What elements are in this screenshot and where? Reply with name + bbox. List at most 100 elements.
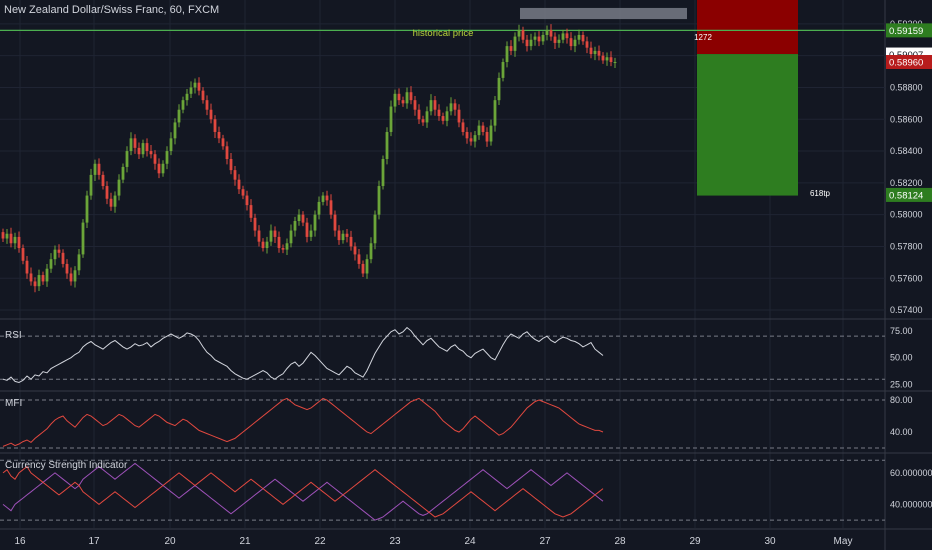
candle-body (309, 230, 313, 237)
candle-body (241, 189, 245, 196)
candle-body (181, 100, 185, 110)
candle-body (169, 138, 173, 152)
candle-body (493, 100, 497, 126)
candle-body (293, 221, 297, 231)
candle-body (157, 163, 161, 174)
candle-body (525, 39, 529, 47)
candle-body (13, 236, 17, 244)
y-tick-label: 0.58800 (890, 82, 923, 92)
candle-body (85, 195, 89, 223)
candle-body (1, 232, 5, 239)
candle-body (345, 233, 349, 237)
candle-body (49, 259, 53, 269)
candle-body (89, 174, 93, 196)
candle-body (537, 36, 541, 42)
candle-body (353, 246, 357, 255)
candle-body (517, 30, 521, 37)
candle-body (261, 241, 265, 249)
annotation-1272: 1272 (694, 33, 712, 42)
candle-body (553, 36, 557, 43)
candle-body (149, 151, 153, 155)
price-tag-resistance-bg (886, 23, 932, 38)
candle-body (405, 92, 409, 104)
candle-body (505, 46, 509, 63)
mfi-y-tick-label: 80.00 (890, 395, 913, 405)
candle-body (197, 82, 201, 91)
candle-body (453, 103, 457, 110)
rsi-series-rsi (2, 326, 604, 384)
candle-body (329, 200, 333, 215)
candle-body (25, 260, 29, 274)
candle-body (101, 174, 105, 187)
x-tick-label: 29 (689, 536, 701, 547)
candle-body (225, 146, 229, 159)
candle-body (593, 50, 597, 55)
mfi-y-tick-label: 40.00 (890, 427, 913, 437)
historical-price-zone (520, 7, 687, 20)
candle-body (349, 236, 353, 247)
candle-body (477, 125, 481, 136)
candle-body (129, 138, 133, 152)
candle-body (301, 214, 305, 223)
candle-body (233, 170, 237, 180)
candle-body (585, 41, 589, 48)
candle-body (113, 195, 117, 207)
candle-body (541, 34, 545, 42)
candle-body (69, 273, 73, 282)
candle-body (137, 147, 141, 155)
candle-body (597, 50, 601, 56)
candle-body (29, 273, 33, 282)
candle-body (221, 138, 225, 147)
y-tick-label: 0.57400 (890, 305, 923, 315)
candle-body (201, 90, 205, 101)
candle-body (245, 195, 249, 206)
candle-body (573, 39, 577, 47)
candle-body (165, 151, 169, 164)
candle-body (145, 143, 149, 152)
y-tick-label: 0.58200 (890, 178, 923, 188)
candle-body (177, 109, 181, 123)
candle-body (365, 259, 369, 274)
candle-body (249, 205, 253, 218)
x-tick-label: 23 (389, 536, 401, 547)
candle-body (385, 131, 389, 159)
candle-body (65, 263, 69, 274)
price-tag-red: 0.58960 (889, 58, 923, 69)
candle-body (153, 154, 157, 164)
x-tick-label: 20 (164, 536, 176, 547)
annotation-618tp: 618tp (810, 189, 831, 198)
candle-body (465, 131, 469, 139)
candle-body (445, 111, 449, 121)
candle-body (9, 233, 13, 244)
candle-body (17, 236, 21, 249)
price-tag-target-bg (886, 187, 932, 202)
candle-body (421, 119, 425, 123)
candle-body (217, 131, 221, 139)
candle-body (565, 33, 569, 39)
candle-body (161, 163, 165, 174)
take-profit-zone (697, 54, 798, 196)
candle-body (589, 47, 593, 55)
candle-body (205, 100, 209, 110)
candle-body (33, 281, 37, 287)
y-tick-label: 0.57800 (890, 241, 923, 251)
candle-body (189, 87, 193, 94)
candle-body (373, 214, 377, 244)
candle-body (265, 241, 269, 249)
candle-body (397, 93, 401, 101)
candle-body (501, 62, 505, 78)
candle-body (605, 57, 609, 61)
candle-body (369, 243, 373, 260)
candle-body (313, 214, 317, 231)
candle-body (489, 125, 493, 142)
candle-body (361, 263, 365, 274)
candle-body (389, 106, 393, 132)
x-tick-label: 27 (539, 536, 551, 547)
x-tick-label: 17 (88, 536, 100, 547)
csi-pane-label: Currency Strength Indicator (5, 460, 128, 471)
candle-body (281, 248, 285, 250)
y-tick-label: 0.58600 (890, 114, 923, 124)
candle-body (277, 236, 281, 249)
x-tick-label: 24 (464, 536, 476, 547)
